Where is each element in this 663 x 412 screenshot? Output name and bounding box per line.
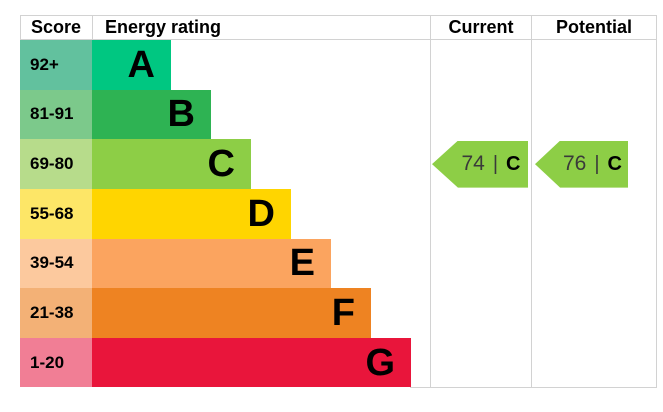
band-rows: 92+ A 81-91 B 69-80 C 55-68 D 39-54 E 21… bbox=[20, 40, 430, 388]
band-row-b: 81-91 B bbox=[20, 89, 430, 140]
header-left-border bbox=[20, 15, 21, 40]
band-bar: A bbox=[92, 40, 171, 90]
current-rating-value: 74 bbox=[461, 152, 485, 176]
band-row-d: 55-68 D bbox=[20, 188, 430, 239]
table-right-border bbox=[656, 15, 657, 388]
band-row-f: 21-38 F bbox=[20, 288, 430, 338]
current-column-divider bbox=[430, 15, 431, 388]
band-letter: E bbox=[289, 242, 315, 285]
score-column-divider bbox=[92, 15, 93, 40]
potential-rating-arrow: 76 | C bbox=[535, 140, 628, 188]
current-rating-band: C bbox=[506, 152, 521, 175]
band-score-range: 1-20 bbox=[20, 337, 92, 388]
band-row-c: 69-80 C bbox=[20, 139, 430, 189]
band-letter: G bbox=[365, 341, 395, 384]
band-score-range: 55-68 bbox=[20, 188, 92, 239]
band-row-e: 39-54 E bbox=[20, 238, 430, 289]
band-bar: F bbox=[92, 288, 371, 338]
header-energy-rating: Energy rating bbox=[105, 17, 222, 37]
band-letter: B bbox=[167, 93, 195, 136]
header-potential: Potential bbox=[555, 17, 632, 37]
band-score-range: 21-38 bbox=[20, 288, 92, 338]
header-score: Score bbox=[30, 17, 82, 37]
band-bar: C bbox=[92, 139, 251, 189]
table-top-border bbox=[20, 15, 657, 16]
band-bar: D bbox=[92, 188, 291, 239]
header-current: Current bbox=[448, 17, 514, 37]
rating-separator: | bbox=[594, 152, 600, 175]
band-bar: B bbox=[92, 89, 211, 140]
band-letter: C bbox=[207, 143, 235, 186]
rating-separator: | bbox=[492, 152, 499, 175]
current-rating-arrow: 74 | C bbox=[432, 140, 528, 188]
band-row-a: 92+ A bbox=[20, 40, 430, 90]
table-bottom-border bbox=[410, 387, 657, 388]
band-score-range: 92+ bbox=[20, 40, 92, 90]
band-score-range: 81-91 bbox=[20, 89, 92, 140]
band-bar: G bbox=[92, 337, 411, 388]
band-bar: E bbox=[92, 238, 331, 289]
band-letter: F bbox=[331, 292, 355, 335]
band-letter: D bbox=[247, 192, 275, 235]
band-score-range: 69-80 bbox=[20, 139, 92, 189]
potential-column-divider bbox=[531, 15, 532, 388]
band-score-range: 39-54 bbox=[20, 238, 92, 289]
band-row-g: 1-20 G bbox=[20, 337, 430, 388]
potential-rating-value: 76 bbox=[562, 152, 587, 176]
band-letter: A bbox=[127, 43, 155, 86]
header-bottom-border bbox=[20, 39, 657, 40]
potential-rating-band: C bbox=[607, 152, 622, 175]
